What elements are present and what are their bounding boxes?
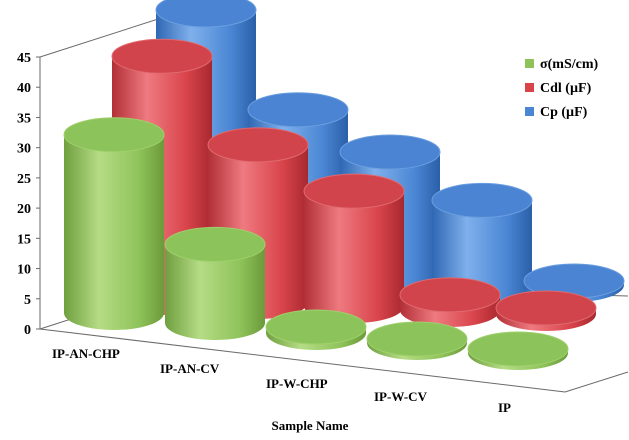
bar-cdl-4 [495, 290, 597, 331]
x-axis-title: Sample Name [272, 418, 349, 433]
bar-top [303, 173, 405, 209]
category-label: IP-W-CHP [266, 376, 328, 391]
bar-body [165, 244, 265, 340]
legend-label: Cdl (µF) [540, 81, 592, 96]
floor-front-edge [39, 328, 566, 393]
category-label: IP-AN-CHP [52, 346, 120, 361]
bars [63, 0, 625, 370]
bar-top [164, 226, 266, 262]
bar-top [399, 277, 501, 313]
bar-top [63, 117, 165, 153]
y-tick-label: 30 [17, 142, 31, 157]
legend-label: σ(mS/cm) [540, 57, 598, 72]
bar-top [431, 182, 533, 218]
y-tick-label: 15 [17, 232, 31, 247]
legend-swatch [525, 107, 534, 116]
category-label: IP-W-CV [374, 389, 428, 404]
y-tick-label: 25 [17, 172, 31, 187]
bar-top [495, 290, 597, 326]
bar-body [64, 134, 164, 330]
floor-right-edge [564, 371, 629, 393]
bar-top [366, 321, 468, 357]
bar-top [207, 127, 309, 163]
y-tick-label: 5 [24, 293, 31, 308]
y-axis-ticks: 0 5 10 15 20 25 30 35 40 45 [17, 51, 40, 338]
bar-top [247, 92, 349, 128]
y-tick-label: 40 [17, 81, 31, 96]
bar-cdl-2 [303, 173, 405, 323]
bar-sigma-4 [467, 331, 569, 370]
bar-sigma-2 [265, 309, 367, 350]
category-labels: IP-AN-CHP IP-AN-CV IP-W-CHP IP-W-CV IP [52, 346, 511, 415]
y-tick-label: 10 [17, 263, 31, 278]
bar-top [155, 0, 257, 28]
bar-top [339, 134, 441, 170]
bar-top [265, 309, 367, 345]
legend-swatch [525, 83, 534, 92]
legend: σ(mS/cm) Cdl (µF) Cp (µF) [525, 57, 598, 120]
bar-sigma-3 [366, 321, 468, 360]
y-tick-label: 45 [17, 51, 31, 66]
category-label: IP [498, 400, 511, 415]
bar-top [111, 38, 213, 74]
bar-top [467, 331, 569, 367]
bar-body [304, 191, 404, 323]
y-tick-label: 35 [17, 111, 31, 126]
y-tick-label: 0 [24, 323, 31, 338]
bar-cp-3 [431, 182, 533, 302]
y-tick-label: 20 [17, 202, 31, 217]
bar-body [432, 200, 532, 302]
legend-swatch [525, 59, 534, 68]
bar-cdl-3 [399, 277, 501, 327]
bar-sigma-1 [164, 226, 266, 340]
legend-label: Cp (µF) [540, 105, 588, 120]
category-label: IP-AN-CV [160, 361, 220, 376]
bar-sigma-0 [63, 117, 165, 330]
